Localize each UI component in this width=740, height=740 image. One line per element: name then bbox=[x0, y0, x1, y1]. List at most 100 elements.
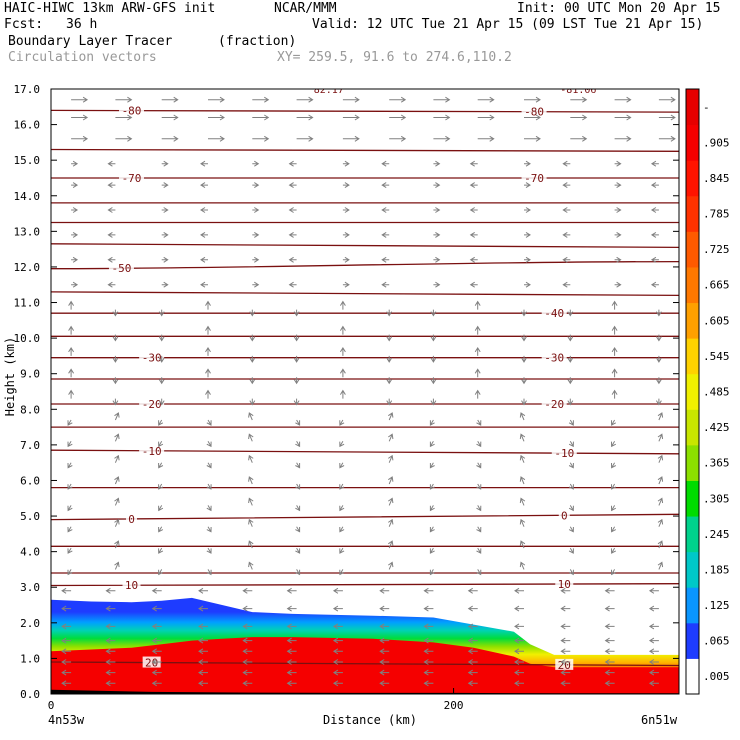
circulation-vector bbox=[474, 368, 481, 378]
circulation-vector bbox=[293, 398, 300, 406]
circulation-vector bbox=[655, 334, 662, 342]
terrain bbox=[51, 689, 679, 694]
circulation-vector bbox=[288, 281, 297, 288]
circulation-vector bbox=[288, 207, 297, 213]
circulation-vector bbox=[288, 231, 297, 238]
y-tick-label: 16.0 bbox=[14, 119, 41, 132]
circulation-vector bbox=[61, 587, 72, 594]
circulation-vector bbox=[252, 96, 270, 103]
circulation-vector bbox=[648, 648, 659, 655]
circulation-vector bbox=[158, 355, 165, 363]
circulation-vector bbox=[524, 231, 531, 238]
circulation-vector bbox=[611, 389, 618, 399]
circulation-vector bbox=[381, 207, 390, 213]
circulation-vector bbox=[206, 441, 212, 448]
circulation-vector bbox=[611, 462, 617, 469]
isotherm-label: 20 bbox=[558, 659, 571, 672]
isotherm-label-bg bbox=[142, 656, 161, 668]
circulation-vector bbox=[650, 182, 659, 189]
circulation-vector bbox=[114, 433, 120, 442]
circulation-vector bbox=[381, 256, 390, 263]
circulation-vector bbox=[648, 680, 659, 687]
circulation-vector bbox=[115, 96, 133, 103]
y-tick-label: 12.0 bbox=[14, 261, 41, 274]
x-end-label: 6n51w bbox=[641, 713, 678, 727]
circulation-vector bbox=[379, 623, 390, 630]
circulation-vector bbox=[386, 309, 393, 317]
circulation-vector bbox=[648, 659, 659, 665]
circulation-vector bbox=[611, 419, 617, 426]
circulation-vector bbox=[379, 669, 390, 676]
circulation-vector bbox=[252, 160, 260, 167]
circulation-vector bbox=[286, 623, 297, 630]
circulation-vector bbox=[242, 680, 253, 687]
circulation-vector bbox=[293, 355, 300, 363]
circulation-vector bbox=[332, 648, 343, 655]
circulation-vector bbox=[105, 637, 116, 644]
circulation-vector bbox=[655, 377, 662, 385]
circulation-vector bbox=[562, 231, 571, 238]
circulation-vector bbox=[161, 256, 169, 263]
circulation-vector bbox=[521, 309, 527, 317]
circulation-vector bbox=[342, 207, 350, 213]
circulation-vector bbox=[205, 389, 211, 399]
circulation-vector bbox=[158, 526, 164, 533]
circulation-vector bbox=[61, 605, 72, 612]
y-axis-title: Height (km) bbox=[3, 337, 17, 416]
circulation-vector bbox=[614, 160, 622, 167]
circulation-vector bbox=[568, 441, 574, 448]
circulation-vector bbox=[519, 412, 526, 421]
circulation-vector bbox=[288, 182, 297, 189]
circulation-vector bbox=[469, 231, 478, 238]
circulation-vector bbox=[105, 623, 116, 630]
circulation-vector bbox=[339, 325, 346, 335]
colorbar-swatch bbox=[686, 444, 699, 481]
circulation-vector bbox=[296, 114, 314, 121]
circulation-vector bbox=[476, 505, 482, 512]
circulation-vector bbox=[381, 182, 390, 189]
circulation-vector bbox=[433, 207, 441, 213]
circulation-vector bbox=[560, 669, 571, 676]
circulation-vector bbox=[339, 419, 345, 426]
colorbar-swatch bbox=[686, 622, 699, 659]
circulation-vector bbox=[339, 368, 346, 378]
circulation-vector bbox=[198, 623, 208, 630]
circulation-vector bbox=[200, 160, 208, 167]
circulation-vector bbox=[650, 256, 659, 263]
circulation-vector bbox=[68, 368, 75, 378]
circulation-vector bbox=[433, 281, 441, 288]
circulation-vector bbox=[252, 231, 260, 238]
circulation-vector bbox=[200, 231, 208, 238]
circulation-vector bbox=[476, 547, 482, 554]
circulation-vector bbox=[295, 505, 301, 512]
circulation-vector bbox=[249, 334, 256, 342]
circulation-vector bbox=[332, 669, 343, 676]
circulation-vector bbox=[388, 540, 394, 549]
circulation-vector bbox=[650, 281, 659, 288]
circulation-vector bbox=[389, 135, 407, 142]
circulation-vector bbox=[648, 669, 659, 676]
circulation-vector bbox=[568, 462, 574, 469]
colorbar-label: .425 bbox=[703, 421, 730, 434]
isotherm-label: 10 bbox=[558, 578, 571, 591]
circulation-vector bbox=[286, 648, 297, 655]
circulation-vector bbox=[467, 680, 478, 687]
circulation-vector bbox=[657, 497, 664, 506]
circulation-vector bbox=[158, 377, 165, 385]
circulation-vector bbox=[342, 114, 360, 121]
isotherm-label: -10 bbox=[554, 447, 574, 460]
colorbar-swatch bbox=[686, 195, 699, 232]
y-tick-label: 5.0 bbox=[20, 510, 40, 523]
top-max-label: -81.06 bbox=[560, 85, 596, 96]
circulation-vector bbox=[388, 497, 394, 506]
circulation-vector bbox=[604, 669, 615, 676]
circulation-vector bbox=[208, 96, 225, 103]
circulation-vector bbox=[248, 540, 254, 549]
xy-label: XY= 259.5, 91.6 to 274.6,110.2 bbox=[277, 50, 512, 65]
circulation-vector bbox=[286, 637, 297, 644]
circulation-vector bbox=[112, 398, 119, 406]
circulation-vector bbox=[286, 605, 297, 612]
circulation-vector bbox=[477, 96, 495, 103]
circulation-vector bbox=[161, 207, 169, 213]
circulation-vector bbox=[242, 659, 253, 665]
